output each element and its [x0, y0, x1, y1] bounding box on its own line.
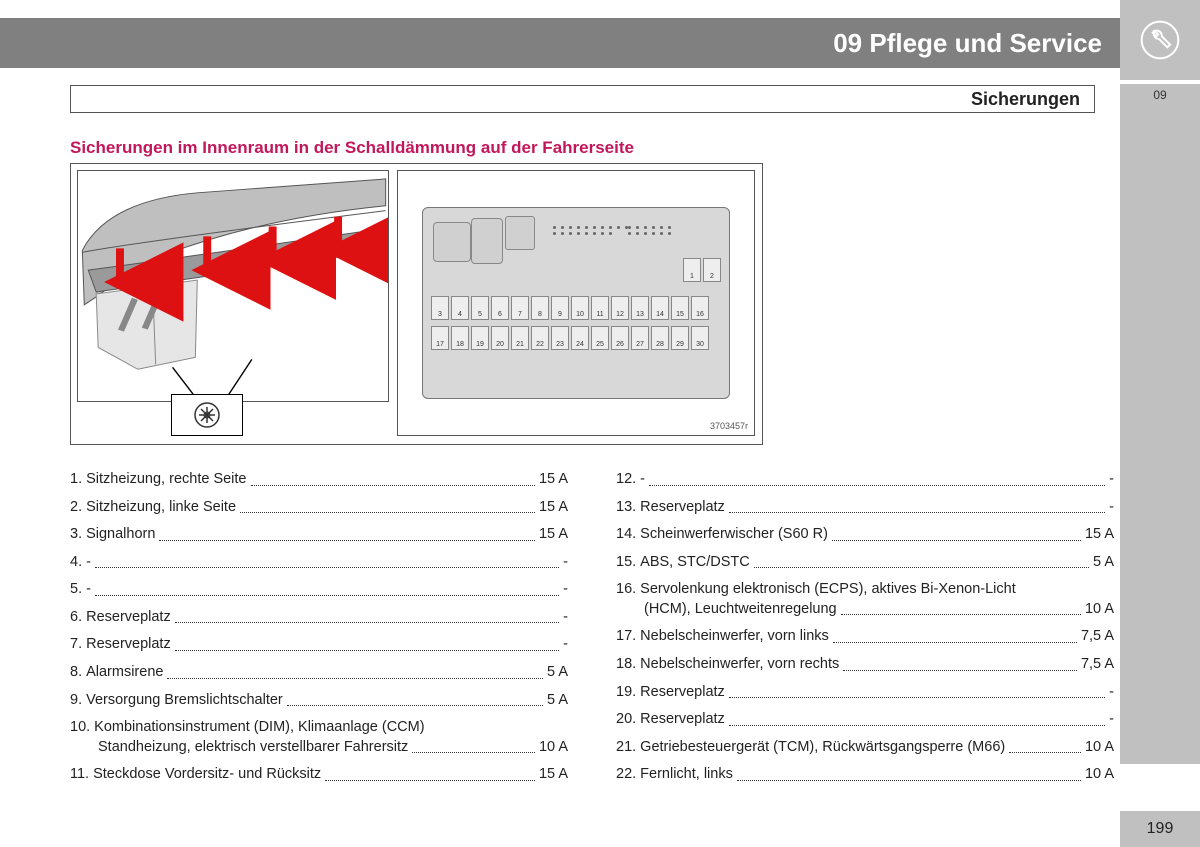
fuse-entry: 3.Signalhorn15 A — [70, 525, 568, 545]
fuse-entry: 6.Reserveplatz- — [70, 608, 568, 628]
fuse-slot: 18 — [451, 326, 469, 350]
fuse-slot: 30 — [691, 326, 709, 350]
fuse-slot: 10 — [571, 296, 589, 320]
page-number: 199 — [1120, 811, 1200, 847]
fuse-slot: 15 — [671, 296, 689, 320]
fuse-entry: 16.Servolenkung elektronisch (ECPS), akt… — [616, 580, 1114, 619]
fuse-entry: 12.-- — [616, 470, 1114, 490]
fuse-entry: 21.Getriebesteuergerät (TCM), Rückwärtsg… — [616, 738, 1114, 758]
fuse-slot: 2 — [703, 258, 721, 282]
fuse-slot: 29 — [671, 326, 689, 350]
fuse-slot: 24 — [571, 326, 589, 350]
fuse-slot: 19 — [471, 326, 489, 350]
fuse-slot: 6 — [491, 296, 509, 320]
fuse-slot: 13 — [631, 296, 649, 320]
fuse-slot: 26 — [611, 326, 629, 350]
fuse-entry: 8.Alarmsirene5 A — [70, 663, 568, 683]
side-chapter-number: 09 — [1153, 88, 1166, 102]
fuse-entry: 15.ABS, STC/DSTC5 A — [616, 553, 1114, 573]
location-illustration — [77, 170, 389, 402]
fuse-list: 1.Sitzheizung, rechte Seite15 A 2.Sitzhei… — [70, 470, 1115, 793]
fuse-list-left: 1.Sitzheizung, rechte Seite15 A 2.Sitzhei… — [70, 470, 568, 793]
fuse-slot: 21 — [511, 326, 529, 350]
service-icon — [1120, 0, 1200, 80]
fuse-entry: 18.Nebelscheinwerfer, vorn rechts7,5 A — [616, 655, 1114, 675]
fuse-slot: 5 — [471, 296, 489, 320]
fuse-slot: 17 — [431, 326, 449, 350]
fuse-slot: 16 — [691, 296, 709, 320]
fuse-entry: 13.Reserveplatz- — [616, 498, 1114, 518]
fuse-slot: 14 — [651, 296, 669, 320]
fuse-entry: 4.-- — [70, 553, 568, 573]
section-title: Sicherungen — [971, 89, 1080, 110]
fuse-slot: 3 — [431, 296, 449, 320]
fuse-slot: 9 — [551, 296, 569, 320]
fuse-slot: 7 — [511, 296, 529, 320]
fuse-slot: 8 — [531, 296, 549, 320]
fuse-slot: 1 — [683, 258, 701, 282]
fuse-entry: 1.Sitzheizung, rechte Seite15 A — [70, 470, 568, 490]
figure-reference: 3703457r — [710, 421, 748, 431]
fuse-entry: 11.Steckdose Vordersitz- und Rücksitz15 … — [70, 765, 568, 785]
fuse-entry: 20.Reserveplatz- — [616, 710, 1114, 730]
fuse-entry: 19.Reserveplatz- — [616, 683, 1114, 703]
fuse-entry: 9.Versorgung Bremslichtschalter5 A — [70, 691, 568, 711]
fuse-slot: 20 — [491, 326, 509, 350]
fuse-slot: 12 — [611, 296, 629, 320]
fuse-entry: 7.Reserveplatz- — [70, 635, 568, 655]
fuse-entry: 10.Kombinationsinstrument (DIM), Klimaan… — [70, 718, 568, 757]
screw-detail — [171, 394, 243, 436]
fuse-entry: 17.Nebelscheinwerfer, vorn links7,5 A — [616, 627, 1114, 647]
fuse-entry: 14.Scheinwerferwischer (S60 R)15 A — [616, 525, 1114, 545]
fuse-list-right: 12.-- 13.Reserveplatz- 14.Scheinwerferwisc… — [616, 470, 1114, 793]
fuse-entry: 2.Sitzheizung, linke Seite15 A — [70, 498, 568, 518]
fuse-slot: 25 — [591, 326, 609, 350]
chapter-title: 09 Pflege und Service — [833, 28, 1102, 59]
section-header: Sicherungen — [70, 85, 1095, 113]
fuse-slot: 28 — [651, 326, 669, 350]
fuse-entry: 5.-- — [70, 580, 568, 600]
fuse-slot: 23 — [551, 326, 569, 350]
fuse-slot: 4 — [451, 296, 469, 320]
figure-caption: Sicherungen im Innenraum in der Schalldä… — [70, 138, 634, 158]
fuse-slot: 11 — [591, 296, 609, 320]
fuse-entry: 22.Fernlicht, links10 A — [616, 765, 1114, 785]
fuse-diagram: 12 345678910111213141516 171819202122232… — [70, 163, 763, 445]
fusebox-layout: 12 345678910111213141516 171819202122232… — [397, 170, 755, 436]
chapter-header: 09 Pflege und Service — [0, 18, 1120, 68]
fuse-slot: 22 — [531, 326, 549, 350]
side-tab: 09 — [1120, 84, 1200, 764]
fuse-slot: 27 — [631, 326, 649, 350]
